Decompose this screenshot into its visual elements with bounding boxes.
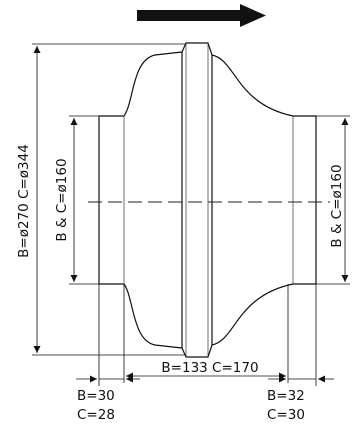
outer-diameter-dimension: B=ø270 C=ø344: [16, 43, 186, 356]
outlet-diameter-label: B & C=ø160: [329, 164, 345, 247]
outlet-diameter-dimension: B & C=ø160: [316, 115, 350, 285]
inlet-spigot-dimension: B=30 C=28: [76, 284, 140, 423]
outlet-spigot-dimension: B=32 C=30: [267, 284, 334, 423]
fan-body: [88, 42, 330, 358]
inlet-spigot-b-label: B=30: [77, 388, 115, 404]
arrow-right-icon: [137, 4, 266, 27]
inlet-diameter-dimension: B & C=ø160: [54, 115, 99, 285]
inlet-spigot-c-label: C=28: [77, 407, 115, 423]
outer-diameter-label: B=ø270 C=ø344: [16, 144, 32, 258]
body-length-label: B=133 C=170: [161, 360, 258, 376]
inlet-diameter-label: B & C=ø160: [54, 158, 70, 241]
outlet-spigot-b-label: B=32: [267, 388, 305, 404]
outlet-spigot-c-label: C=30: [267, 407, 305, 423]
body-length-dimension: B=133 C=170: [123, 284, 289, 383]
